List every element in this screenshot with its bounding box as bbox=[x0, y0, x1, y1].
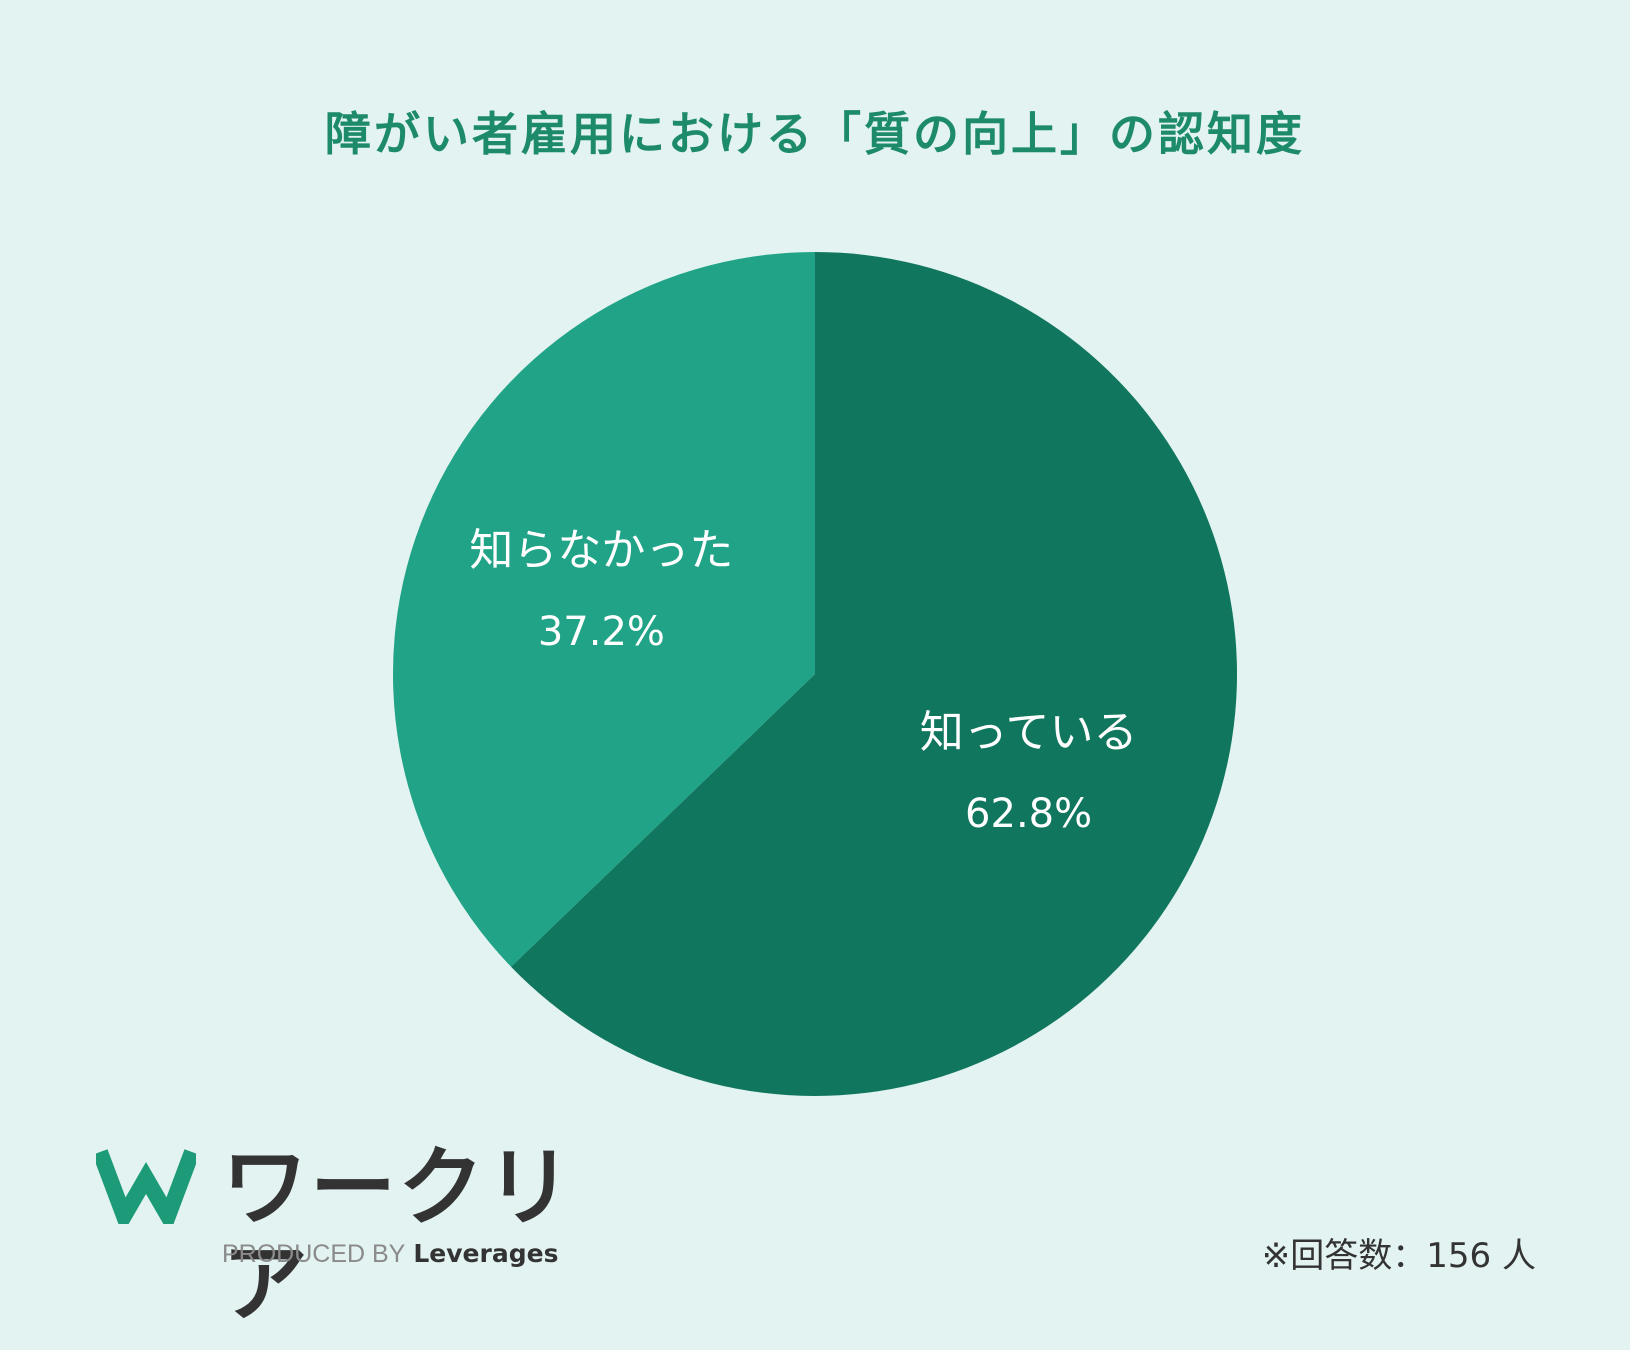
pie-labels: 知っている 62.8% 知らなかった 37.2% bbox=[469, 525, 1137, 837]
pie-slices bbox=[393, 251, 1238, 1097]
slice-label-0: 知っている bbox=[920, 707, 1138, 758]
workclear-logo: ワークリア PRODUCED BY Leverages bbox=[96, 1140, 596, 1332]
chart-title: 障がい者雇用における「質の向上」の認知度 bbox=[325, 107, 1305, 161]
brand-name: Leverages bbox=[413, 1239, 559, 1268]
respondent-count-note: ※回答数：156 人 bbox=[1261, 1236, 1536, 1276]
produced-by-line: PRODUCED BY Leverages bbox=[222, 1237, 558, 1271]
slice-label-1: 知らなかった bbox=[469, 525, 733, 576]
logo-name: ワークリア bbox=[222, 1138, 574, 1334]
pie-slice-0 bbox=[511, 251, 1238, 1097]
slice-value-0: 62.8% bbox=[965, 791, 1092, 837]
slice-value-1: 37.2% bbox=[538, 609, 665, 655]
pie-slice-1 bbox=[393, 252, 815, 967]
produced-by-text: PRODUCED BY bbox=[222, 1240, 406, 1268]
workclear-logo-mark-icon bbox=[96, 1149, 196, 1224]
